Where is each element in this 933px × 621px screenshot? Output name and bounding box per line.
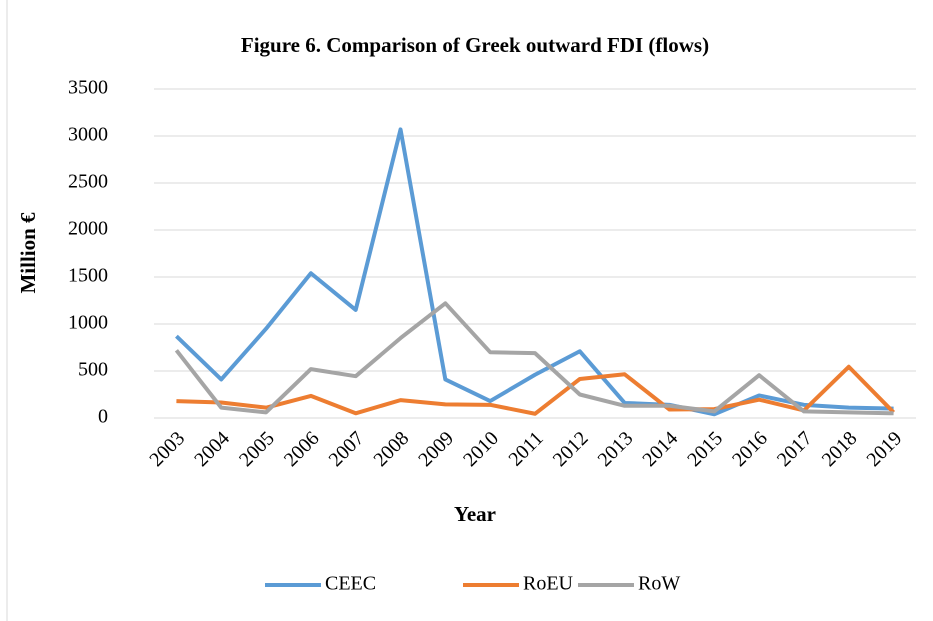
line-series — [175, 127, 894, 417]
line-series — [176, 364, 896, 416]
y-tick-label: 3500 — [68, 77, 108, 99]
chart-title: Figure 6. Comparison of Greek outward FD… — [241, 33, 709, 57]
y-tick-label: 2000 — [68, 218, 108, 240]
x-axis-label: Year — [454, 502, 496, 526]
y-tick-label: 500 — [78, 359, 108, 381]
y-tick-label: 1000 — [68, 312, 108, 334]
y-axis-label: Million € — [16, 212, 40, 294]
y-tick-label: 3000 — [68, 124, 108, 146]
legend-label: CEEC — [325, 573, 376, 595]
legend-label: RoW — [638, 573, 680, 595]
y-tick-label: 2500 — [68, 171, 108, 193]
y-tick-label: 0 — [98, 406, 108, 428]
y-tick-label: 1500 — [68, 265, 108, 287]
legend-label: RoEU — [523, 573, 574, 595]
chart-border — [6, 0, 933, 621]
line-series — [174, 301, 894, 416]
